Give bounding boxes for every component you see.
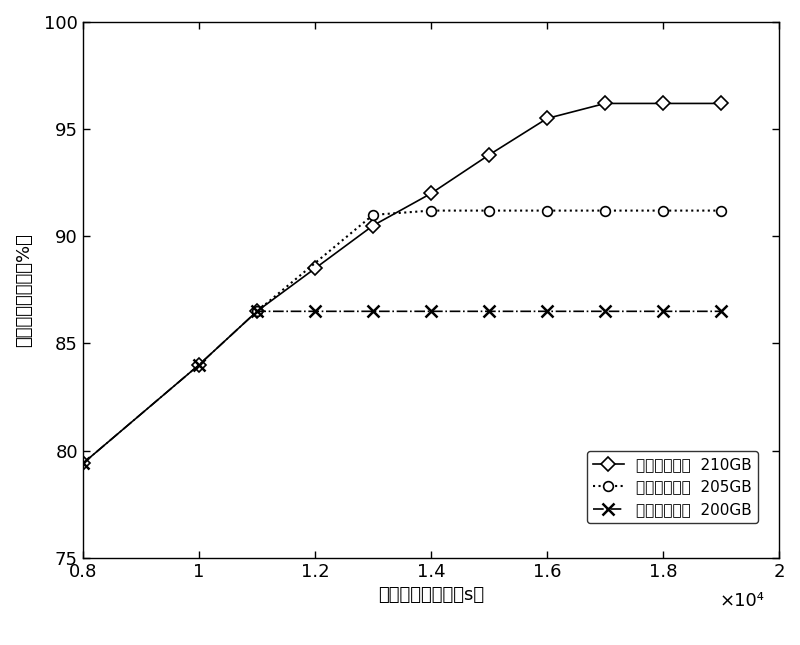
- 磁盘用量上限  200GB: [658, 308, 668, 315]
- 磁盘用量上限  210GB: [194, 361, 204, 369]
- 磁盘用量上限  200GB: [717, 308, 726, 315]
- Line: 磁盘用量上限  205GB: 磁盘用量上限 205GB: [252, 206, 726, 316]
- Y-axis label: 最大功能覆盖率［%］: 最大功能覆盖率［%］: [15, 233, 33, 347]
- Text: ×10⁴: ×10⁴: [720, 591, 765, 610]
- 磁盘用量上限  205GB: [252, 308, 262, 315]
- 磁盘用量上限  210GB: [542, 115, 552, 123]
- 磁盘用量上限  200GB: [310, 308, 320, 315]
- 磁盘用量上限  200GB: [542, 308, 552, 315]
- 磁盘用量上限  210GB: [78, 460, 88, 468]
- 磁盘用量上限  210GB: [484, 151, 494, 159]
- 磁盘用量上限  200GB: [368, 308, 378, 315]
- 磁盘用量上限  210GB: [368, 222, 378, 230]
- 磁盘用量上限  210GB: [426, 190, 436, 197]
- 磁盘用量上限  205GB: [600, 207, 610, 215]
- X-axis label: 总计算时间上限［s］: 总计算时间上限［s］: [378, 586, 484, 604]
- 磁盘用量上限  210GB: [658, 99, 668, 107]
- 磁盘用量上限  210GB: [252, 308, 262, 315]
- 磁盘用量上限  205GB: [658, 207, 668, 215]
- 磁盘用量上限  200GB: [484, 308, 494, 315]
- 磁盘用量上限  200GB: [252, 308, 262, 315]
- 磁盘用量上限  205GB: [484, 207, 494, 215]
- 磁盘用量上限  200GB: [426, 308, 436, 315]
- 磁盘用量上限  205GB: [368, 211, 378, 219]
- Line: 磁盘用量上限  210GB: 磁盘用量上限 210GB: [78, 99, 726, 468]
- 磁盘用量上限  200GB: [78, 460, 88, 468]
- 磁盘用量上限  210GB: [310, 264, 320, 272]
- 磁盘用量上限  210GB: [600, 99, 610, 107]
- 磁盘用量上限  205GB: [717, 207, 726, 215]
- 磁盘用量上限  200GB: [194, 361, 204, 369]
- Line: 磁盘用量上限  200GB: 磁盘用量上限 200GB: [78, 306, 726, 469]
- 磁盘用量上限  205GB: [542, 207, 552, 215]
- Legend: 磁盘用量上限  210GB, 磁盘用量上限  205GB, 磁盘用量上限  200GB: 磁盘用量上限 210GB, 磁盘用量上限 205GB, 磁盘用量上限 200GB: [587, 451, 758, 523]
- 磁盘用量上限  200GB: [600, 308, 610, 315]
- 磁盘用量上限  210GB: [717, 99, 726, 107]
- 磁盘用量上限  205GB: [426, 207, 436, 215]
